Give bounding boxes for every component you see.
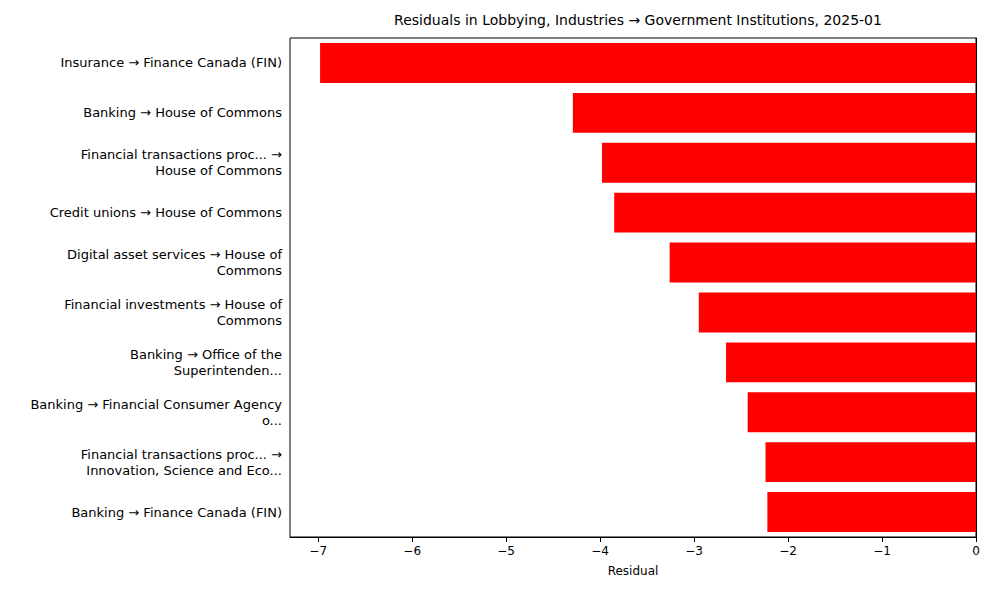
svg-text:−1: −1 xyxy=(873,544,891,558)
svg-text:House of Commons: House of Commons xyxy=(155,163,282,178)
svg-text:Financial transactions proc...: Financial transactions proc... → xyxy=(81,147,282,162)
svg-text:−6: −6 xyxy=(403,544,421,558)
svg-text:−4: −4 xyxy=(591,544,609,558)
svg-text:Banking → Office of the: Banking → Office of the xyxy=(130,347,282,362)
svg-text:−3: −3 xyxy=(685,544,703,558)
svg-text:o...: o... xyxy=(262,413,282,428)
svg-text:−7: −7 xyxy=(309,544,327,558)
svg-text:Banking → House of Commons: Banking → House of Commons xyxy=(83,105,282,120)
svg-text:Innovation, Science and Eco...: Innovation, Science and Eco... xyxy=(86,463,282,478)
svg-text:Commons: Commons xyxy=(217,263,283,278)
svg-text:Financial transactions proc...: Financial transactions proc... → xyxy=(81,447,282,462)
svg-text:Banking → Financial Consumer A: Banking → Financial Consumer Agency xyxy=(30,397,282,412)
svg-text:−2: −2 xyxy=(779,544,797,558)
svg-text:Commons: Commons xyxy=(217,313,283,328)
svg-text:−5: −5 xyxy=(497,544,515,558)
svg-text:Credit unions → House of Commo: Credit unions → House of Commons xyxy=(50,205,283,220)
svg-text:Residual: Residual xyxy=(608,564,659,578)
svg-text:Residuals in Lobbying, Industr: Residuals in Lobbying, Industries → Gove… xyxy=(394,12,882,28)
svg-text:0: 0 xyxy=(972,544,980,558)
svg-text:Insurance → Finance Canada (FI: Insurance → Finance Canada (FIN) xyxy=(60,55,282,70)
svg-text:Financial investments → House: Financial investments → House of xyxy=(64,297,282,312)
svg-text:Digital asset services → House: Digital asset services → House of xyxy=(67,247,282,262)
svg-text:Banking → Finance Canada (FIN): Banking → Finance Canada (FIN) xyxy=(71,505,282,520)
svg-text:Superintenden...: Superintenden... xyxy=(174,363,282,378)
